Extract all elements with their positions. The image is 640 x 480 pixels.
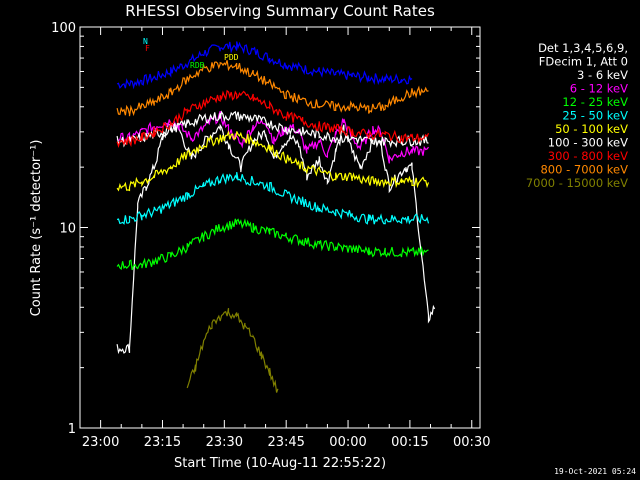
legend-header: Det 1,3,4,5,6,9, [538,41,628,55]
series-line-4 [116,129,430,192]
y-axis-label: Count Rate (s⁻¹ detector⁻¹) [29,140,44,317]
series-line-7 [116,60,429,117]
x-tick-label: 00:00 [329,435,366,450]
legend-entry: 100 - 300 keV [548,136,628,150]
x-tick-label: 23:30 [206,435,243,450]
legend-entry: 6 - 12 keV [570,82,628,96]
plot-area [116,41,436,393]
legend-header: FDecim 1, Att 0 [539,55,628,69]
series-line-2 [116,218,429,271]
x-axis-label: Start Time (10-Aug-11 22:55:22) [174,456,386,471]
legend-entry: 12 - 25 keV [562,95,628,109]
x-tick-label: 23:45 [267,435,304,450]
x-tick-label: 00:15 [391,435,428,450]
y-tick-label: 100 [51,21,76,36]
legend-entry: 300 - 800 keV [548,149,628,163]
legend: Det 1,3,4,5,6,9,FDecim 1, Att 03 - 6 keV… [526,41,628,190]
series-line-5 [116,110,429,149]
series-line-6 [116,89,430,148]
legend-entry: 7000 - 15000 keV [526,176,628,190]
series-line-8 [186,307,279,393]
trace-blue [116,41,413,90]
flag-label-n: N [143,37,148,46]
legend-entry: 25 - 50 keV [562,109,628,123]
series-line-0 [116,122,436,355]
axes: 1 10 100 23:00 23:15 23:30 23:45 00:00 00:15 00:3… [51,21,490,450]
flag-label-rdb: RDB [190,61,205,70]
x-tick-label: 23:15 [144,435,181,450]
y-tick-label: 1 [68,422,76,437]
legend-entry: 800 - 7000 keV [540,163,628,177]
chart-title: RHESSI Observing Summary Count Rates [125,2,435,20]
y-tick-label: 10 [59,222,76,237]
plot-frame [79,26,481,429]
flag-label-pdd: PDD [224,53,239,62]
legend-entry: 50 - 100 keV [555,122,628,136]
legend-entry: 3 - 6 keV [577,68,628,82]
x-tick-label: 00:30 [453,435,490,450]
footer-timestamp: 19-Oct-2021 05:24 [554,467,636,476]
flag-label-f: F [145,44,150,53]
x-tick-label: 23:00 [82,435,119,450]
series-line-3 [116,171,430,225]
